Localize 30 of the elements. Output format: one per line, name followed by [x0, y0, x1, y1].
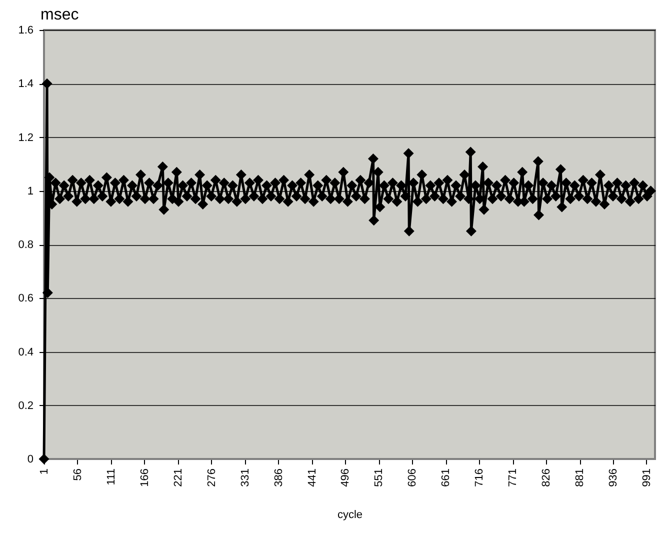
x-tick-label: 826 — [540, 468, 553, 487]
y-tick-label: 1 — [27, 185, 34, 198]
y-tick-label: 1.4 — [18, 78, 34, 90]
x-axis-title: cycle — [337, 508, 363, 521]
x-tick-label: 386 — [272, 468, 285, 487]
y-tick-label: 1.6 — [18, 24, 34, 36]
x-tick-label: 1 — [38, 468, 50, 475]
x-tick-label: 56 — [72, 468, 84, 481]
x-tick-label: 606 — [406, 468, 419, 487]
x-tick-label: 496 — [340, 468, 352, 487]
x-tick-label: 551 — [373, 468, 386, 487]
x-tick-label: 661 — [440, 468, 452, 487]
y-tick-label: 0 — [27, 454, 34, 466]
y-tick-label: 0.2 — [18, 400, 34, 412]
x-tick-label: 221 — [172, 468, 184, 487]
x-tick-label: 111 — [105, 468, 118, 486]
x-tick-label: 331 — [239, 468, 252, 487]
x-tick-label: 276 — [206, 468, 218, 487]
x-tick-label: 991 — [640, 468, 653, 487]
y-tick-label: 0.8 — [18, 239, 34, 251]
x-tick-label: 936 — [608, 468, 620, 487]
x-tick-label: 881 — [574, 468, 586, 487]
x-tick-label: 441 — [306, 468, 318, 487]
y-tick-label: 1.2 — [18, 132, 34, 144]
y-axis-title: msec — [40, 6, 79, 24]
x-tick-label: 716 — [474, 468, 486, 487]
y-tick-label: 0.6 — [18, 292, 34, 305]
x-tick-label: 771 — [507, 468, 520, 487]
x-tick-label: 166 — [138, 468, 151, 487]
y-tick-label: 0.4 — [18, 346, 34, 358]
